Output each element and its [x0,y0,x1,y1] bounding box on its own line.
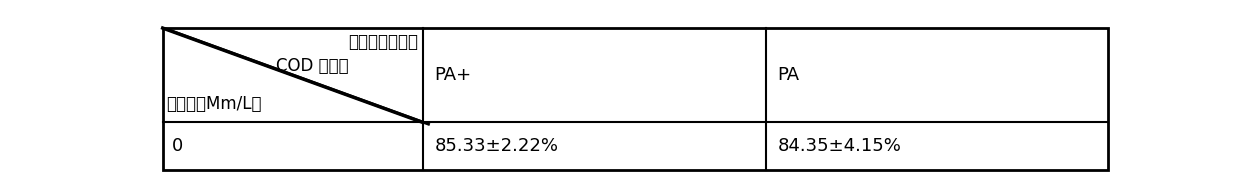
Text: COD 去除率: COD 去除率 [275,57,348,75]
Text: 84.35±4.15%: 84.35±4.15% [777,137,901,155]
Text: 盐浓度（Mm/L）: 盐浓度（Mm/L） [166,95,262,113]
Text: 人工湿地的种类: 人工湿地的种类 [348,33,418,51]
Text: PA+: PA+ [434,66,471,84]
Text: PA: PA [777,66,800,84]
Text: 85.33±2.22%: 85.33±2.22% [434,137,558,155]
Text: 0: 0 [172,137,184,155]
